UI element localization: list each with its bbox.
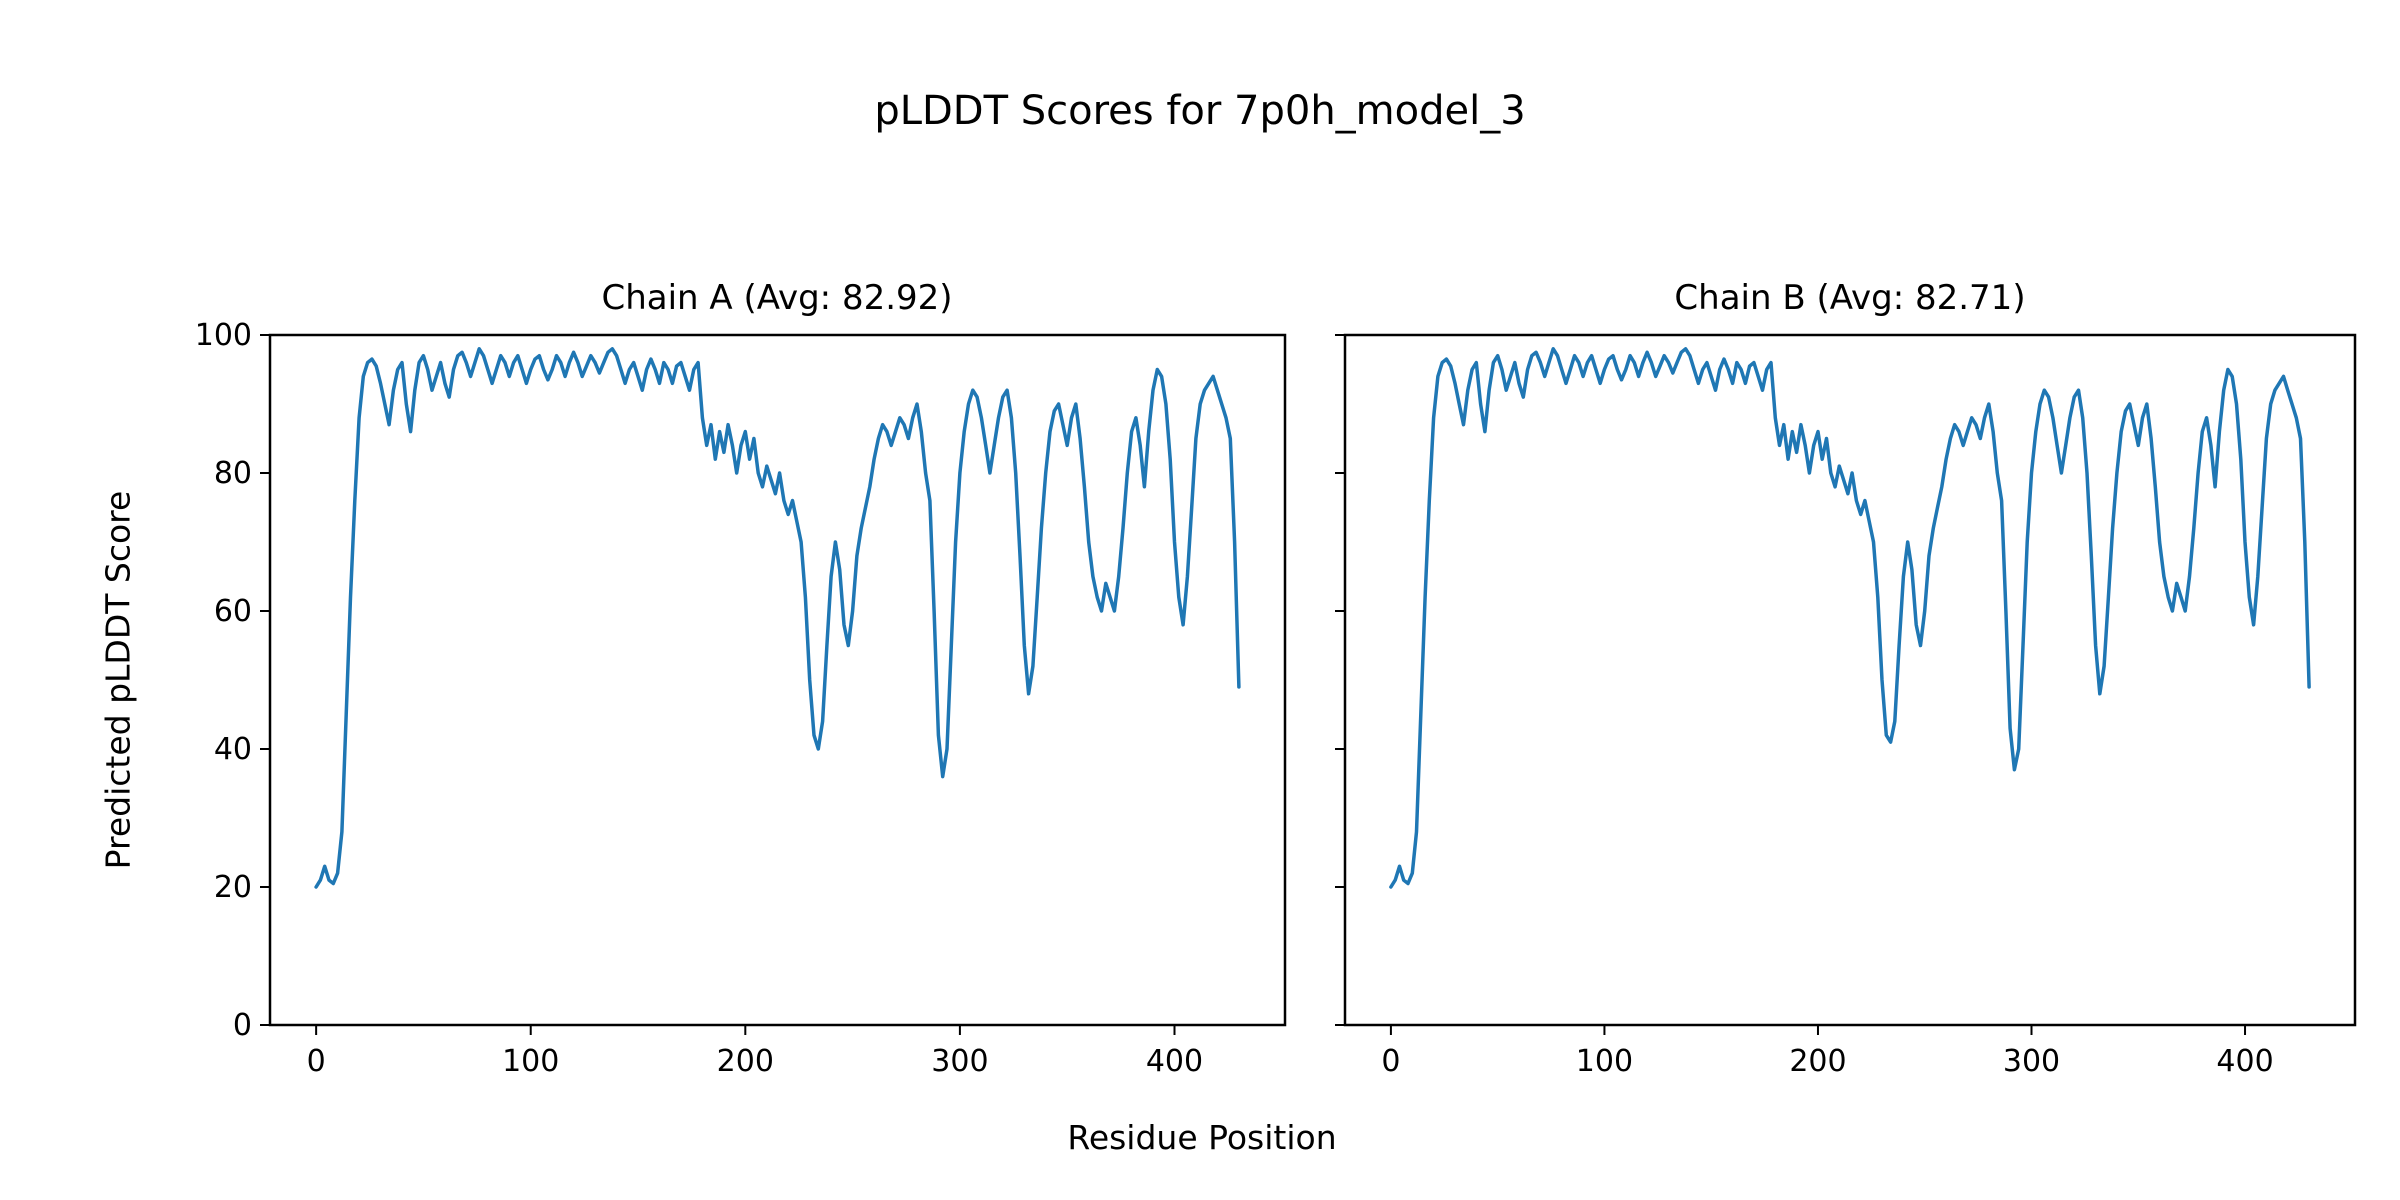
x-tick-label: 0 [1381, 1044, 1400, 1079]
y-tick-label: 0 [233, 1008, 252, 1043]
x-tick-label: 200 [1789, 1044, 1846, 1079]
figure-title: pLDDT Scores for 7p0h_model_3 [874, 88, 1526, 134]
plddt-line-chain-a [314, 347, 1241, 889]
x-tick-label: 300 [2003, 1044, 2060, 1079]
y-tick-label: 20 [214, 870, 252, 905]
x-tick-label: 100 [502, 1044, 559, 1079]
y-tick-label: 80 [214, 456, 252, 491]
axes-spines [1343, 333, 2357, 1027]
x-tick-label: 300 [931, 1044, 988, 1079]
plddt-line-chain-b [1389, 347, 2311, 889]
y-tick-label: 100 [195, 318, 252, 353]
x-tick-label: 0 [307, 1044, 326, 1079]
y-tick-label: 40 [214, 732, 252, 767]
y-tick-label: 60 [214, 594, 252, 629]
axes-spines [268, 333, 1287, 1027]
subplot-chain-a: 0 100 200 300 400 0 20 40 60 80 100 [195, 318, 1287, 1079]
x-tick-label: 400 [1146, 1044, 1203, 1079]
subplot-chain-b: 0 100 200 300 400 [1335, 333, 2357, 1079]
subplot-title-chain-a: Chain A (Avg: 82.92) [601, 278, 953, 318]
subplot-title-chain-b: Chain B (Avg: 82.71) [1674, 278, 2026, 318]
x-tick-label: 200 [717, 1044, 774, 1079]
x-tick-label: 100 [1576, 1044, 1633, 1079]
x-tick-label: 400 [2216, 1044, 2273, 1079]
x-axis-label: Residue Position [1067, 1118, 1337, 1157]
